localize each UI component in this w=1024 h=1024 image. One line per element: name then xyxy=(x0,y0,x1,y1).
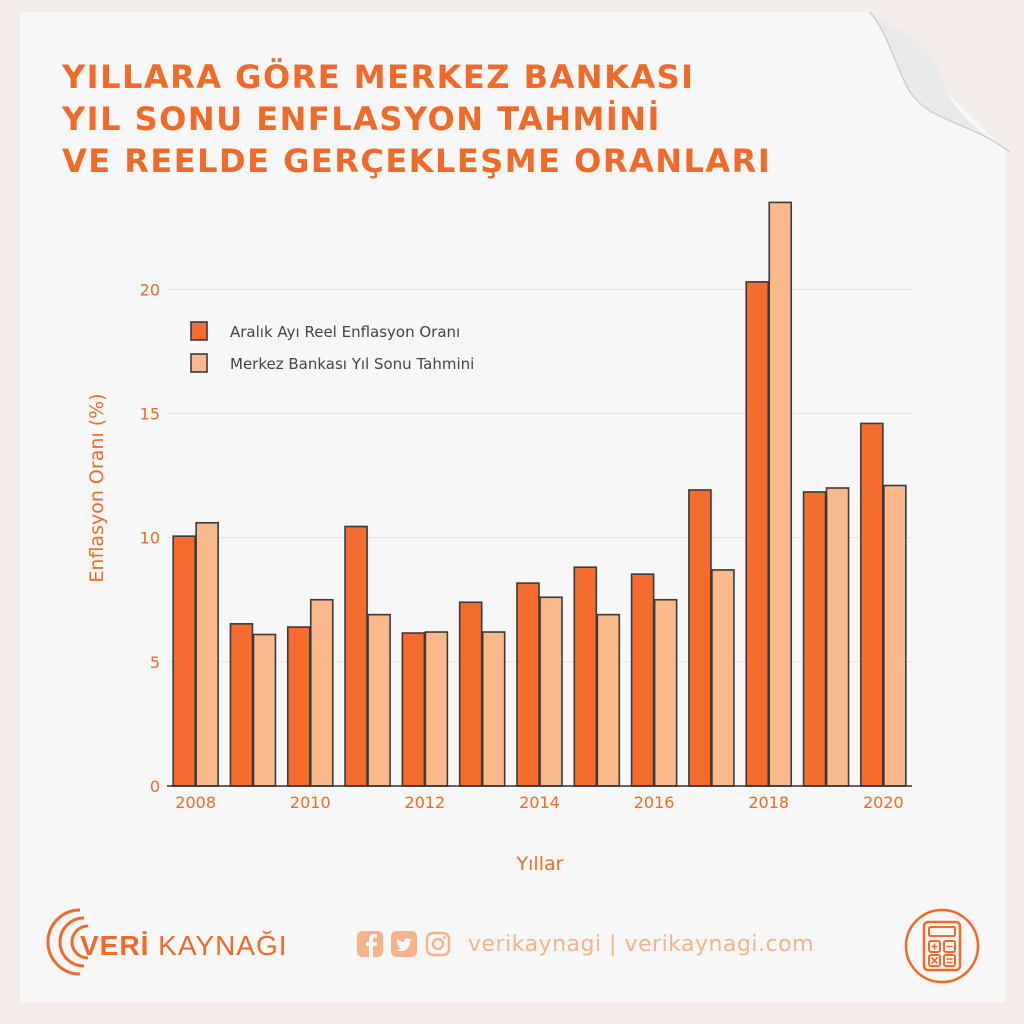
y-axis-title: Enflasyon Oranı (%) xyxy=(86,393,108,582)
bar-forecast xyxy=(309,598,334,787)
social-handle-text[interactable]: verikaynagi | verikaynagi.com xyxy=(468,931,815,957)
chart-title: YILLARA GÖRE MERKEZ BANKASI YIL SONU ENF… xyxy=(62,56,882,182)
x-axis-title: Yıllar xyxy=(516,853,564,875)
x-tick-label: 2016 xyxy=(634,793,675,812)
title-line-1: YILLARA GÖRE MERKEZ BANKASI xyxy=(62,58,695,96)
bar-real xyxy=(172,535,196,787)
bar-real xyxy=(860,422,884,787)
bar-real xyxy=(802,491,827,787)
y-tick-label: 10 xyxy=(140,529,160,548)
legend-swatch xyxy=(190,321,208,341)
x-tick-label: 2014 xyxy=(519,793,560,812)
bar-forecast xyxy=(481,631,506,787)
title-line-3: VE REELDE GERÇEKLEŞME ORANLARI xyxy=(62,142,772,180)
x-tick-label: 2008 xyxy=(175,793,216,812)
y-tick-label: 20 xyxy=(140,280,160,299)
page-curl xyxy=(870,12,1010,152)
instagram-icon[interactable] xyxy=(424,930,452,958)
bar-real xyxy=(688,489,712,787)
bar-forecast xyxy=(539,596,563,787)
bar-forecast xyxy=(252,633,277,787)
logo-bold: VERİ xyxy=(80,930,150,961)
bar-real xyxy=(458,601,483,787)
bar-forecast xyxy=(883,484,907,787)
bar-real xyxy=(630,573,655,787)
logo-text: VERİ KAYNAĞI xyxy=(80,930,288,962)
bar-real xyxy=(229,623,254,787)
legend-swatch xyxy=(190,353,208,373)
bar-real xyxy=(344,525,368,787)
bar-real xyxy=(401,632,426,787)
x-tick-label: 2020 xyxy=(863,793,904,812)
bar-forecast xyxy=(653,598,678,787)
social-links: verikaynagi | verikaynagi.com xyxy=(356,930,814,958)
bar-real xyxy=(745,281,770,787)
x-tick-label: 2012 xyxy=(405,793,446,812)
logo-rest: KAYNAĞI xyxy=(158,930,288,961)
bar-forecast xyxy=(367,613,391,787)
y-tick-label: 15 xyxy=(140,405,160,424)
bar-real xyxy=(286,626,311,787)
legend-label: Merkez Bankası Yıl Sonu Tahmini xyxy=(230,355,474,373)
twitter-icon[interactable] xyxy=(390,930,418,958)
bar-forecast xyxy=(596,613,621,787)
calculator-icon xyxy=(904,908,980,984)
title-line-2: YIL SONU ENFLASYON TAHMİNİ xyxy=(62,100,661,138)
bar-forecast xyxy=(424,631,449,787)
facebook-icon[interactable] xyxy=(356,930,384,958)
x-tick-label: 2010 xyxy=(290,793,331,812)
x-tick-label: 2018 xyxy=(748,793,789,812)
logo-arc-icon xyxy=(46,908,89,976)
y-tick-label: 0 xyxy=(150,777,160,796)
legend-label: Aralık Ayı Reel Enflasyon Oranı xyxy=(230,323,460,341)
bar-forecast xyxy=(195,521,219,787)
bar-real xyxy=(516,582,540,787)
y-tick-label: 5 xyxy=(150,653,160,672)
bar-forecast xyxy=(825,487,850,787)
bar-forecast xyxy=(768,201,793,787)
bar-forecast xyxy=(711,569,735,787)
bar-real xyxy=(573,566,598,787)
